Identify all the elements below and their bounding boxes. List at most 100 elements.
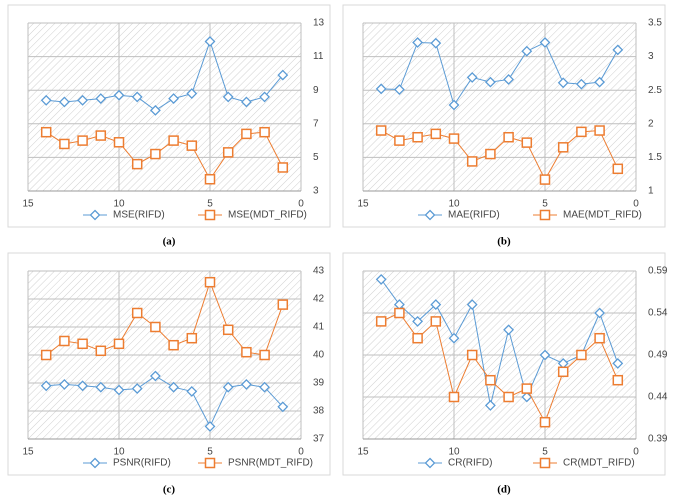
y-tick-label: 7: [313, 118, 319, 129]
x-tick-label: 15: [357, 199, 369, 210]
x-tick-label: 5: [207, 447, 213, 458]
y-tick-label: 3: [313, 186, 319, 197]
marker: [186, 332, 198, 344]
marker: [412, 37, 424, 48]
y-tick-label: 2.5: [648, 85, 662, 96]
marker: [168, 135, 179, 146]
legend-label: MAE(MDT_RIFD): [563, 210, 642, 221]
marker: [503, 324, 515, 336]
marker: [259, 381, 271, 393]
legend-marker: [89, 457, 101, 469]
panel-border: [7, 252, 331, 476]
marker: [412, 315, 424, 327]
marker: [448, 332, 460, 344]
y-tick-label: 0.49: [648, 350, 668, 361]
marker: [557, 366, 569, 378]
x-tick-label: 0: [633, 447, 639, 458]
marker: [448, 391, 460, 403]
marker: [241, 346, 252, 358]
marker: [503, 74, 515, 85]
marker: [204, 420, 216, 432]
marker: [375, 125, 387, 136]
marker: [466, 72, 478, 83]
marker: [204, 276, 216, 288]
marker: [186, 88, 198, 99]
y-tick-label: 1.5: [648, 152, 662, 163]
marker: [594, 307, 606, 319]
marker: [594, 125, 605, 136]
legend-marker: [204, 457, 216, 469]
marker: [375, 83, 387, 95]
marker: [240, 378, 252, 390]
y-tick-label: 37: [313, 434, 325, 445]
marker: [503, 131, 514, 143]
marker: [412, 332, 423, 344]
marker: [539, 174, 551, 185]
y-tick-label: 5: [313, 152, 319, 163]
marker: [539, 416, 551, 428]
marker: [95, 130, 107, 141]
marker: [277, 69, 289, 81]
marker: [40, 349, 52, 361]
marker: [113, 338, 125, 350]
y-tick-label: 38: [313, 406, 325, 417]
marker: [521, 137, 533, 148]
marker: [484, 76, 496, 88]
marker: [131, 383, 143, 395]
marker: [131, 307, 143, 319]
legend-label: CR(RIFD): [448, 458, 492, 469]
x-tick-label: 10: [448, 199, 460, 210]
marker: [521, 45, 533, 57]
y-tick-label: 3.5: [648, 18, 662, 29]
marker: [485, 374, 496, 386]
marker: [40, 126, 52, 138]
marker: [131, 91, 143, 103]
y-tick-label: 0.44: [648, 392, 668, 403]
marker: [58, 378, 70, 390]
marker: [277, 401, 289, 413]
marker: [466, 349, 478, 361]
marker: [168, 339, 179, 351]
x-tick-label: 5: [542, 199, 548, 210]
marker: [77, 380, 89, 392]
marker: [95, 345, 107, 357]
caption: (c): [163, 484, 176, 496]
marker: [430, 299, 442, 311]
marker: [485, 148, 496, 160]
panel-border: [342, 4, 666, 228]
plot-area: [28, 23, 301, 191]
marker: [168, 93, 180, 105]
marker: [58, 96, 70, 108]
x-tick-label: 10: [448, 447, 460, 458]
marker: [95, 381, 107, 393]
legend-label: PSNR(MDT_RIFD): [228, 458, 313, 469]
marker: [575, 78, 587, 90]
marker: [277, 299, 289, 310]
x-tick-label: 10: [113, 199, 125, 210]
marker: [375, 273, 387, 285]
marker: [222, 91, 234, 103]
legend-marker: [89, 209, 101, 221]
marker: [557, 77, 569, 89]
x-tick-label: 0: [298, 447, 304, 458]
marker: [430, 316, 442, 327]
marker: [466, 156, 478, 167]
marker: [412, 131, 423, 143]
marker: [393, 84, 405, 95]
marker: [131, 158, 143, 170]
marker: [503, 391, 514, 403]
y-tick-label: 3: [648, 51, 654, 62]
marker: [59, 335, 70, 347]
marker: [521, 383, 533, 394]
chart-panel: 37 38 39 40 41 42 43 15 10 5 0 PSNR(RIFD) PSNR(MDT_R…: [7, 252, 331, 496]
marker: [484, 399, 496, 411]
marker: [576, 126, 587, 138]
y-tick-label: 9: [313, 85, 319, 96]
x-tick-label: 5: [207, 199, 213, 210]
marker: [240, 96, 252, 108]
y-tick-label: 39: [313, 378, 325, 389]
y-tick-label: 40: [313, 350, 325, 361]
y-tick-label: 42: [313, 294, 325, 305]
